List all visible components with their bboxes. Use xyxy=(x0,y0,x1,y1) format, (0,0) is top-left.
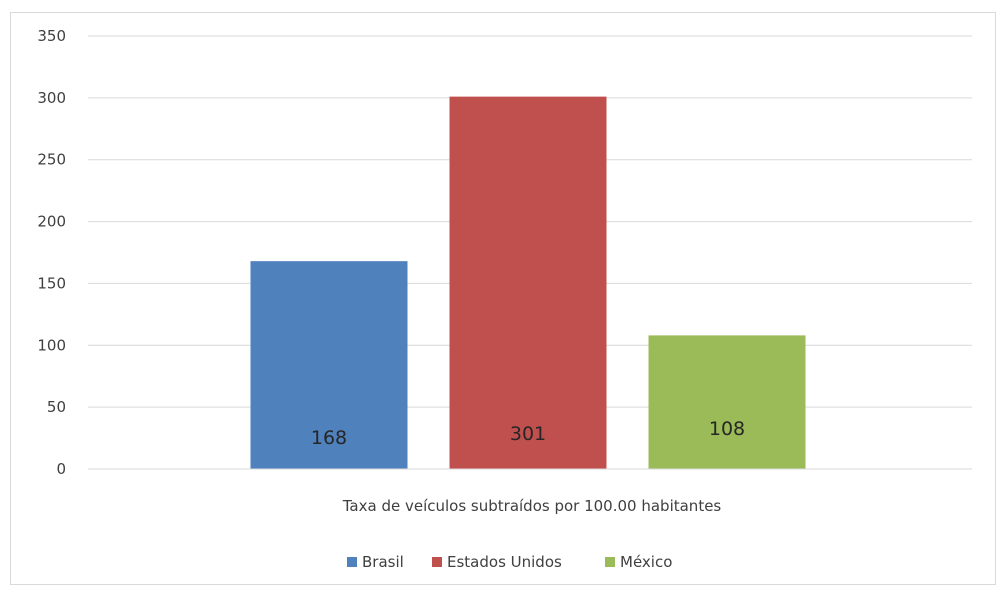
y-tick-label: 200 xyxy=(37,213,66,231)
legend-label: Estados Unidos xyxy=(447,553,562,571)
data-label: 108 xyxy=(709,418,745,440)
bar-estados-unidos xyxy=(449,96,607,470)
bar-brasil xyxy=(250,261,408,469)
y-tick-label: 0 xyxy=(56,460,66,478)
legend-item: Brasil xyxy=(347,553,404,571)
y-tick-label: 350 xyxy=(37,27,66,45)
y-tick-label: 300 xyxy=(37,89,66,107)
data-label: 301 xyxy=(510,423,546,445)
legend-item: México xyxy=(605,553,672,571)
y-axis-tick-labels: 0 50 100 150 200 250 300 350 xyxy=(37,27,66,478)
data-labels: 168 301 108 xyxy=(311,418,745,449)
legend-swatch xyxy=(605,557,615,567)
legend: Brasil Estados Unidos México xyxy=(347,553,672,571)
x-axis-label: Taxa de veículos subtraídos por 100.00 h… xyxy=(342,497,722,515)
legend-swatch xyxy=(432,557,442,567)
legend-swatch xyxy=(347,557,357,567)
data-label: 168 xyxy=(311,427,347,449)
y-tick-label: 250 xyxy=(37,151,66,169)
legend-item: Estados Unidos xyxy=(432,553,562,571)
bar-m-xico xyxy=(648,335,806,469)
legend-label: Brasil xyxy=(362,553,404,571)
bars xyxy=(88,96,972,470)
y-tick-label: 50 xyxy=(47,398,66,416)
y-tick-label: 100 xyxy=(37,336,66,354)
legend-label: México xyxy=(620,553,672,571)
y-tick-label: 150 xyxy=(37,274,66,292)
